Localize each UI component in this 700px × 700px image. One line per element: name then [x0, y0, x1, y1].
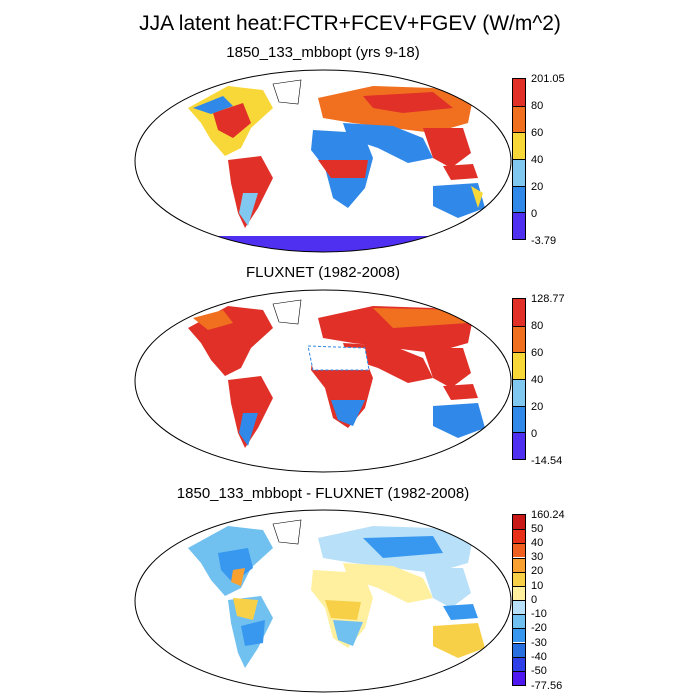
- figure-title: JJA latent heat:FCTR+FCEV+FGEV (W/m^2): [139, 12, 561, 35]
- colorbar-segment: [513, 529, 525, 544]
- colorbar-3-tick: -77.56: [531, 680, 563, 692]
- colorbar-3-tick: 50: [531, 523, 544, 535]
- colorbar-segment: [513, 642, 525, 657]
- colorbar-1-tick: 80: [531, 100, 544, 112]
- colorbar-2-tick: -14.54: [531, 455, 563, 467]
- colorbar-segment: [513, 543, 525, 558]
- colorbar-1-tick: 0: [531, 208, 538, 220]
- colorbar-2-tick: 128.77: [531, 293, 565, 305]
- colorbar-1-tick: 201.05: [531, 73, 565, 85]
- map-panel-1: [133, 68, 513, 254]
- colorbar-segment: [513, 132, 525, 159]
- colorbar-3-tick: -50: [531, 665, 547, 677]
- colorbar-segment: [513, 656, 525, 671]
- colorbar-segment: [513, 614, 525, 629]
- panel-2-title: FLUXNET (1982-2008): [246, 264, 400, 281]
- colorbar-3-tick: 160.24: [531, 509, 565, 521]
- colorbar-segment: [513, 405, 525, 433]
- colorbar-segment: [513, 585, 525, 600]
- colorbar-segment: [513, 299, 525, 326]
- colorbar-1-tick: -3.79: [531, 235, 557, 247]
- colorbar-segment: [513, 557, 525, 572]
- world-map-1: [134, 69, 512, 253]
- colorbar-2-tick: 40: [531, 374, 544, 386]
- colorbar-segment: [513, 79, 525, 106]
- colorbar-segment: [513, 159, 525, 186]
- colorbar-3-tick: -10: [531, 608, 547, 620]
- colorbar-2: [512, 298, 526, 460]
- world-map-3: [134, 509, 512, 693]
- world-map-2: [134, 289, 512, 473]
- colorbar-segment: [513, 670, 525, 685]
- panel-1-title: 1850_133_mbbopt (yrs 9-18): [226, 44, 420, 61]
- colorbar-segment: [513, 628, 525, 643]
- colorbar-1-tick: 60: [531, 127, 544, 139]
- colorbar-3: [512, 514, 526, 686]
- colorbar-3-tick: 40: [531, 537, 544, 549]
- colorbar-segment: [513, 600, 525, 615]
- map-panel-2: [133, 288, 513, 474]
- colorbar-1-tick: 40: [531, 154, 544, 166]
- colorbar-3-tick: -30: [531, 637, 547, 649]
- colorbar-3-tick: 0: [531, 594, 538, 606]
- colorbar-1-tick: 20: [531, 181, 544, 193]
- colorbar-2-tick: 80: [531, 320, 544, 332]
- colorbar-2-tick: 20: [531, 401, 544, 413]
- colorbar-3-tick: 30: [531, 551, 544, 563]
- colorbar-segment: [513, 432, 525, 459]
- colorbar-segment: [513, 379, 525, 406]
- panel-3-title: 1850_133_mbbopt - FLUXNET (1982-2008): [176, 485, 470, 502]
- colorbar-segment: [513, 212, 525, 239]
- colorbar-segment: [513, 515, 525, 530]
- map-panel-3: [133, 508, 513, 694]
- colorbar-3-tick: 20: [531, 565, 544, 577]
- colorbar-segment: [513, 185, 525, 213]
- colorbar-3-tick: 10: [531, 580, 544, 592]
- colorbar-3-tick: -40: [531, 651, 547, 663]
- colorbar-3-tick: -20: [531, 622, 547, 634]
- colorbar-segment: [513, 325, 525, 353]
- colorbar-segment: [513, 105, 525, 133]
- colorbar-2-tick: 60: [531, 347, 544, 359]
- colorbar-segment: [513, 571, 525, 586]
- colorbar-1: [512, 78, 526, 240]
- colorbar-2-tick: 0: [531, 428, 538, 440]
- colorbar-segment: [513, 352, 525, 379]
